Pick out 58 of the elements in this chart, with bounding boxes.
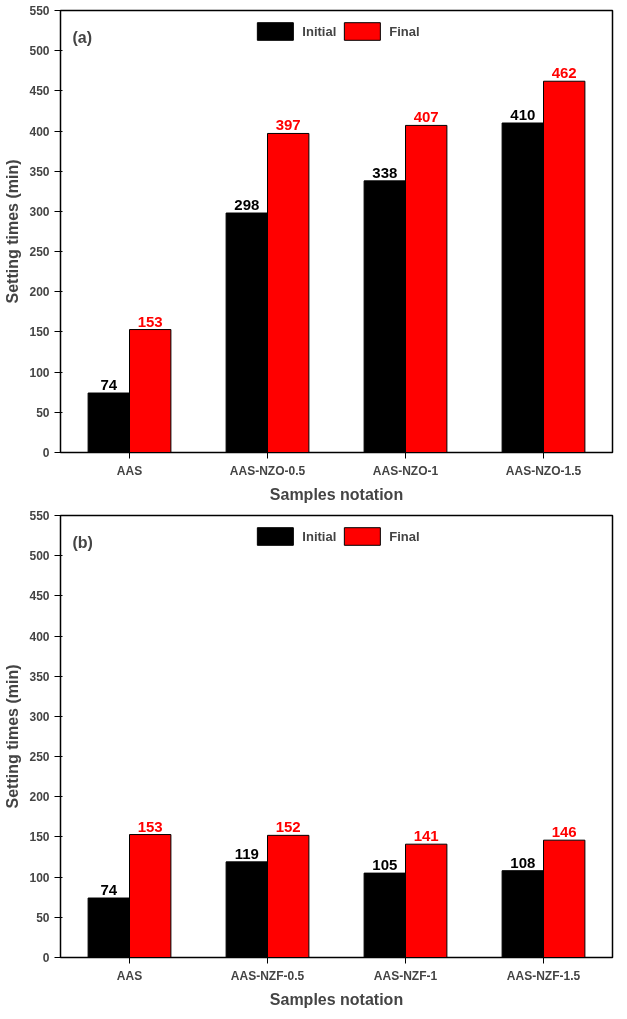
data-label: 153 <box>137 817 163 835</box>
data-label: 298 <box>234 196 260 214</box>
y-tick-label: 100 <box>29 870 50 885</box>
y-tick-label: 450 <box>29 84 50 99</box>
y-tick-label: 150 <box>29 830 50 845</box>
x-axis-title: Samples notation <box>269 990 404 1008</box>
x-tick-label: AAS-NZO-1 <box>372 463 439 478</box>
y-tick-label: 50 <box>36 910 50 925</box>
annotation: (b) <box>72 533 93 551</box>
data-label: 397 <box>275 116 301 134</box>
annotation: (a) <box>72 28 93 46</box>
data-label: 462 <box>551 64 577 82</box>
legend-label: Final <box>389 23 420 39</box>
x-tick-label: AAS-NZF-1.5 <box>506 968 581 983</box>
y-axis-title: Setting times (min) <box>4 664 22 809</box>
data-label: 74 <box>100 376 118 394</box>
data-label: 119 <box>234 844 259 862</box>
data-label: 153 <box>137 312 163 330</box>
data-label: 152 <box>275 818 301 836</box>
y-tick-label: 550 <box>29 4 50 18</box>
y-tick-label: 350 <box>29 164 50 179</box>
y-tick-label: 200 <box>29 790 50 805</box>
y-tick-label: 300 <box>29 709 50 724</box>
data-label: 407 <box>413 108 439 126</box>
data-label: 338 <box>372 163 398 181</box>
x-tick-label: AAS-NZF-0.5 <box>230 968 305 983</box>
y-tick-label: 300 <box>29 204 50 219</box>
y-tick-label: 250 <box>29 750 50 765</box>
y-tick-label: 0 <box>42 446 50 460</box>
y-axis-title: Setting times (min) <box>4 159 22 304</box>
legend-label: Initial <box>302 23 337 39</box>
y-tick-label: 350 <box>29 669 50 684</box>
x-tick-label: AAS-NZF-1 <box>373 968 438 983</box>
data-label: 410 <box>510 106 536 124</box>
x-tick-label: AAS-NZO-0.5 <box>229 463 306 478</box>
y-tick-label: 150 <box>29 325 50 340</box>
y-tick-label: 50 <box>36 405 50 420</box>
y-tick-label: 100 <box>29 365 50 380</box>
x-tick-label: AAS-NZO-1.5 <box>505 463 582 478</box>
data-label: 141 <box>413 827 439 845</box>
y-tick-label: 400 <box>29 629 50 644</box>
y-tick-label: 250 <box>29 245 50 260</box>
data-label: 146 <box>551 823 577 841</box>
y-tick-label: 500 <box>29 549 50 564</box>
y-tick-label: 200 <box>29 285 50 300</box>
x-tick-label: AAS <box>116 463 143 478</box>
y-tick-label: 500 <box>29 44 50 59</box>
y-tick-label: 400 <box>29 124 50 139</box>
data-label: 108 <box>510 853 536 871</box>
legend-label: Initial <box>302 528 337 544</box>
data-label: 74 <box>100 881 118 899</box>
y-tick-label: 0 <box>42 951 50 965</box>
y-tick-label: 550 <box>29 509 50 523</box>
data-label: 105 <box>372 856 398 874</box>
x-axis-title: Samples notation <box>269 485 404 503</box>
y-tick-label: 450 <box>29 589 50 604</box>
x-tick-label: AAS <box>116 968 143 983</box>
legend-label: Final <box>389 528 420 544</box>
